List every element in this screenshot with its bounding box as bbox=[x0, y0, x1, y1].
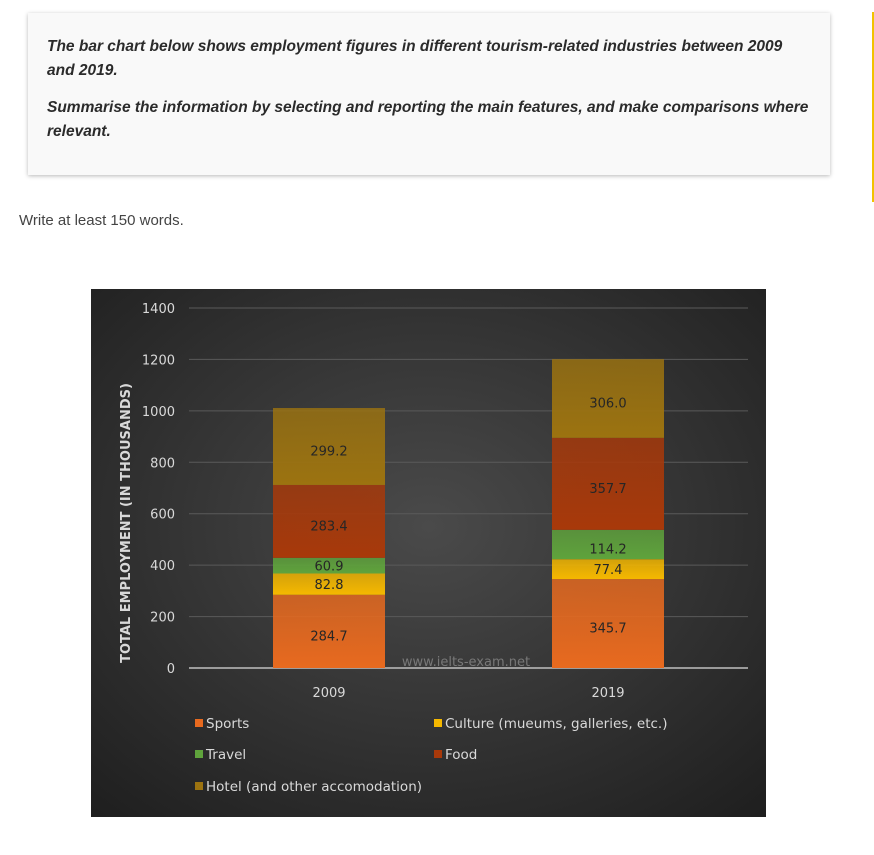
y-tick-label: 1000 bbox=[142, 405, 175, 420]
bar-segment bbox=[273, 594, 385, 668]
y-axis-label: TOTAL EMPLOYMENT (IN THOUSANDS) bbox=[119, 383, 134, 663]
watermark-text: www.ielts-exam.net bbox=[402, 655, 530, 670]
x-tick-label: 2019 bbox=[591, 686, 624, 701]
y-tick-label: 1200 bbox=[142, 353, 175, 368]
y-tick-label: 200 bbox=[150, 611, 175, 626]
task-prompt-box: The bar chart below shows employment fig… bbox=[28, 13, 830, 175]
y-tick-label: 400 bbox=[150, 559, 175, 574]
bar-segment bbox=[273, 573, 385, 595]
legend-label: Food bbox=[445, 747, 477, 763]
legend-swatch bbox=[195, 750, 203, 758]
bar-value-label: 82.8 bbox=[315, 578, 344, 593]
bar-segment bbox=[273, 484, 385, 558]
employment-chart: 0 200 400 600 800 1000 1200 1400 TOTAL EMPLOYMEN… bbox=[91, 289, 766, 817]
y-tick-label: 0 bbox=[167, 662, 175, 677]
bar-value-label: 357.7 bbox=[589, 482, 626, 497]
legend-swatch bbox=[434, 750, 442, 758]
y-tick-label: 600 bbox=[150, 508, 175, 523]
bar-segment bbox=[552, 437, 664, 530]
legend-label: Culture (mueums, galleries, etc.) bbox=[445, 716, 668, 732]
chart-background bbox=[91, 289, 766, 817]
task-paragraph-2: Summarise the information by selecting a… bbox=[47, 99, 809, 140]
bar-value-label: 299.2 bbox=[310, 444, 347, 459]
legend-swatch bbox=[434, 719, 442, 727]
y-tick-label: 800 bbox=[150, 456, 175, 471]
task-paragraph-1: The bar chart below shows employment fig… bbox=[47, 38, 783, 79]
page-accent-rule bbox=[872, 12, 874, 202]
bar-value-label: 77.4 bbox=[594, 563, 623, 578]
legend-label: Sports bbox=[206, 716, 249, 732]
bar-value-label: 114.2 bbox=[589, 543, 626, 558]
bar-segment bbox=[552, 579, 664, 668]
bar-value-label: 283.4 bbox=[310, 519, 347, 534]
bar-segment bbox=[273, 557, 385, 574]
legend-swatch bbox=[195, 719, 203, 727]
legend-swatch bbox=[195, 782, 203, 790]
legend-label: Hotel (and other accomodation) bbox=[206, 779, 422, 795]
bar-value-label: 284.7 bbox=[310, 629, 347, 644]
chart-svg: 0 200 400 600 800 1000 1200 1400 TOTAL EMPLOYMEN… bbox=[91, 289, 766, 817]
word-count-instruction: Write at least 150 words. bbox=[19, 212, 184, 229]
bar-value-label: 60.9 bbox=[315, 560, 344, 575]
bar-segment bbox=[552, 559, 664, 580]
bar-segment bbox=[552, 359, 664, 438]
bar-value-label: 306.0 bbox=[589, 397, 626, 412]
x-tick-label: 2009 bbox=[312, 686, 345, 701]
bar-segment bbox=[273, 408, 385, 485]
bar-value-label: 345.7 bbox=[589, 622, 626, 637]
legend-label: Travel bbox=[205, 747, 246, 763]
y-tick-label: 1400 bbox=[142, 302, 175, 317]
bar-segment bbox=[552, 529, 664, 560]
